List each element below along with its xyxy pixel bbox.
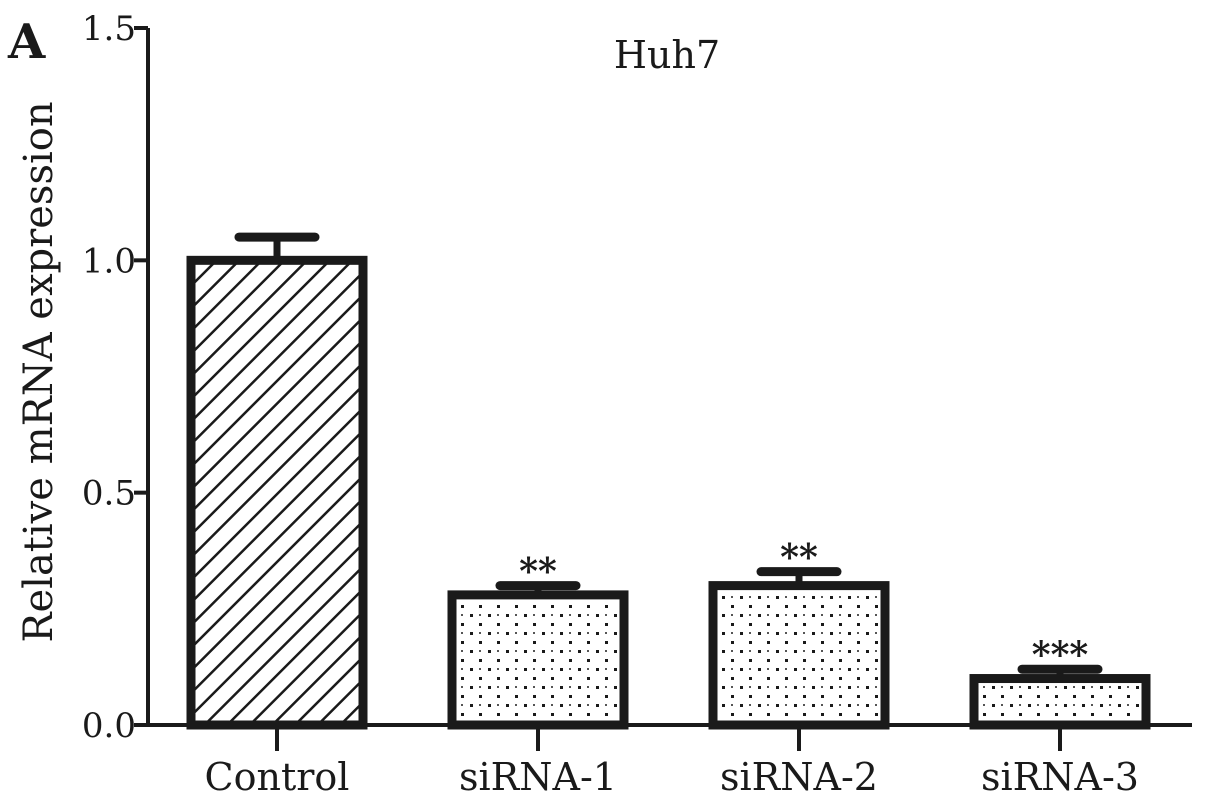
x-tick-label: siRNA-1 [459,755,617,799]
bar-control [186,255,368,730]
bars [186,255,1151,730]
y-axis-ticks: 0.0 0.5 1.0 1.5 [82,9,148,746]
y-tick-label: 0.0 [82,706,136,746]
y-tick-label: 0.5 [82,474,136,514]
significance-markers: ** ***** [519,537,1088,677]
significance-marker: *** [1032,634,1089,676]
x-tick-label: Control [205,755,350,799]
bar-sirna-3 [969,674,1151,730]
significance-marker: ** [780,537,818,579]
x-tick-label: siRNA-2 [720,755,878,799]
y-tick-label: 1.0 [82,241,136,281]
panel-label: A [7,14,46,70]
bar-sirna-1 [447,590,629,730]
y-axis-label: Relative mRNA expression [16,101,62,642]
y-tick-label: 1.5 [82,9,136,49]
significance-marker: ** [519,551,557,593]
x-tick-label: siRNA-3 [981,755,1139,799]
error-bars [234,232,1103,679]
chart-title: Huh7 [614,33,720,77]
x-axis-labels: Control siRNA-1 siRNA-2 siRNA-3 [205,725,1139,799]
bar-sirna-2 [708,581,890,730]
